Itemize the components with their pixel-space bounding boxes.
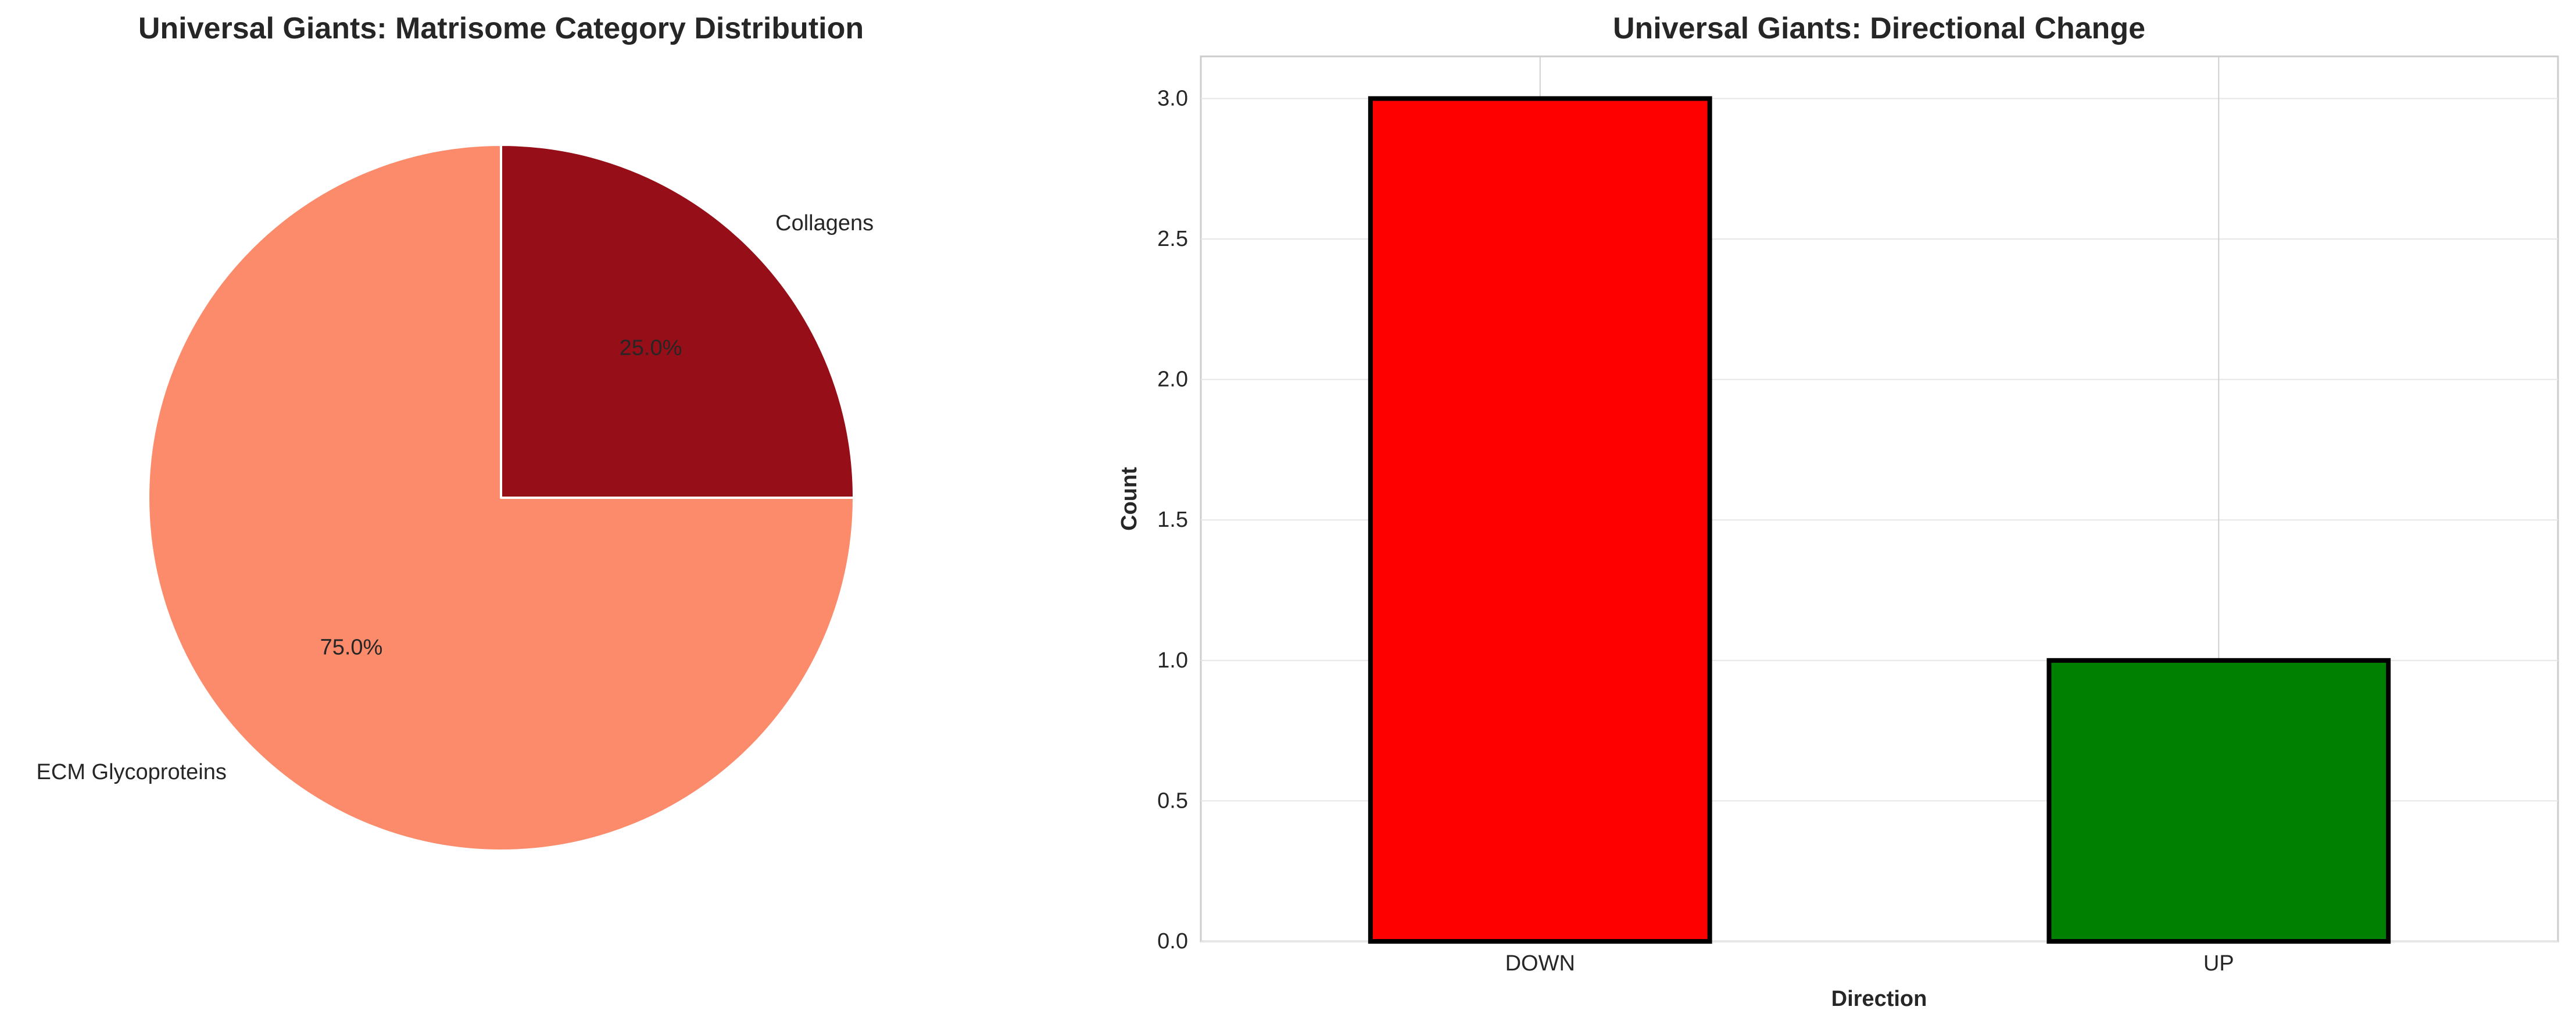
y-tick-label: 2.0 — [1157, 367, 1188, 392]
y-tick-label: 1.0 — [1157, 648, 1188, 673]
x-tick-label-up: UP — [2203, 951, 2234, 976]
bar-chart: Universal Giants: Directional Change 0.0… — [1117, 12, 2559, 1011]
pie-slice-collagens — [500, 144, 855, 499]
pie-label-ecm-glycoproteins: ECM Glycoproteins — [37, 760, 227, 784]
y-tick-labels: 0.0 0.5 1.0 1.5 2.0 2.5 3.0 — [1157, 86, 1188, 954]
y-tick-label: 1.5 — [1157, 508, 1188, 532]
pie-pct-collagens: 25.0% — [620, 335, 682, 360]
pie-slices — [147, 144, 855, 852]
pie-labels: Collagens 25.0% ECM Glycoproteins 75.0% — [37, 211, 874, 784]
pie-label-collagens: Collagens — [775, 211, 874, 235]
x-axis-label: Direction — [1831, 987, 1927, 1011]
bar-bars — [1368, 96, 2391, 944]
bar-up — [2047, 658, 2391, 944]
pie-pct-ecm-glycoproteins: 75.0% — [320, 636, 383, 660]
pie-slice-ecm-glycoproteins — [147, 144, 855, 852]
y-tick-label: 2.5 — [1157, 227, 1188, 251]
bar-down — [1368, 96, 1712, 944]
x-tick-label-down: DOWN — [1505, 951, 1575, 976]
pie-chart-title: Universal Giants: Matrisome Category Dis… — [138, 12, 864, 45]
y-tick-label: 3.0 — [1157, 86, 1188, 110]
y-tick-label: 0.5 — [1157, 788, 1188, 813]
bar-chart-title: Universal Giants: Directional Change — [1613, 12, 2145, 45]
y-axis-label: Count — [1117, 467, 1142, 531]
x-tick-labels: DOWN UP — [1505, 951, 2234, 976]
y-tick-label: 0.0 — [1157, 929, 1188, 954]
pie-chart: Universal Giants: Matrisome Category Dis… — [37, 12, 874, 852]
